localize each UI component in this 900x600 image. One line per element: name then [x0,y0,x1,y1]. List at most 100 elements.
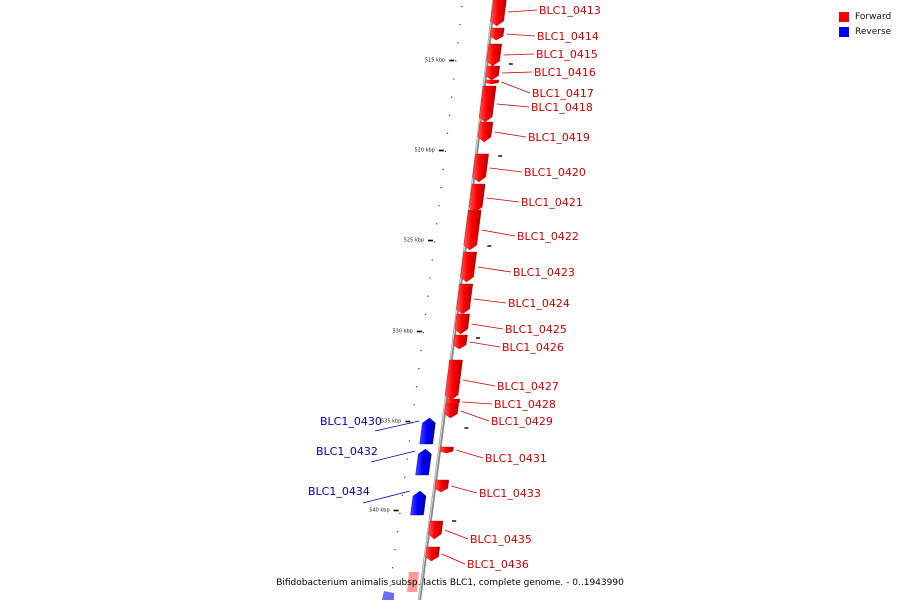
gene-connector [362,490,411,504]
gene-feature-partial [382,591,394,600]
gene-label: BLC1_0431 [485,452,547,465]
gene-feature-blc1-0436 [425,546,441,562]
minor-tick [457,42,459,44]
minor-tick [438,205,440,207]
gene-label: BLC1_0430 [320,415,382,428]
gene-label: BLC1_0420 [524,166,586,179]
minor-tick [427,295,429,297]
gene-feature-blc1-0424 [456,283,474,315]
gene-feature-blc1-0418 [478,85,497,123]
gene-label: BLC1_0427 [497,380,559,393]
gene-feature-blc1-0415 [486,43,503,67]
gene-connector [460,410,490,422]
gene-connector [450,485,478,494]
scale-ticks: 515 kbp 520 kbp 525 kbp 530 kbp 535 kbp 540 k… [369,58,455,514]
legend-forward: Forward [839,9,891,24]
legend-forward-label: Forward [855,11,892,22]
minor-tick [433,241,436,243]
gene-label: BLC1_0415 [536,48,598,61]
gene-connector [489,167,523,173]
gene-connector [496,103,530,108]
scale-tick-label: 530 kbp [392,329,412,335]
scale-tick-label: 520 kbp [414,148,434,154]
gene-connector [503,53,535,56]
gene-label: BLC1_0425 [505,323,567,336]
gene-feature-partial [407,572,419,592]
gene-label: BLC1_0421 [521,196,583,209]
gene-feature-blc1-0413 [490,0,507,27]
gene-label: BLC1_0435 [470,533,532,546]
minor-tick [399,512,401,514]
minor-tick [459,24,461,26]
minor-tick [422,331,424,333]
minor-tick [396,530,399,533]
gene-connector [486,197,520,203]
gene-label: BLC1_0426 [502,341,564,354]
gene-connector [444,529,469,540]
gene-label: BLC1_0417 [532,87,594,100]
gene-feature-blc1-0435 [428,520,444,540]
gene-labels: BLC1_0413 BLC1_0414 BLC1_0415 BLC1_0416 BLC1… [308,4,601,571]
gene-connector [494,131,527,138]
gene-label: BLC1_0416 [534,66,596,79]
gene-label: BLC1_0414 [537,30,599,43]
minor-tick [429,277,431,279]
minor-tick [446,132,449,134]
scale-tick-label: 525 kbp [404,238,424,244]
gene-feature-blc1-0416 [485,65,501,81]
minor-tick [453,78,455,80]
gene-label: BLC1_0422 [517,230,579,243]
gene-connector [441,553,466,565]
gene-connector [462,401,493,405]
gene-label: BLC1_0428 [494,398,556,411]
minor-tick [449,114,451,116]
minor-tick [436,223,438,225]
forward-swatch [839,11,849,22]
gene-connector [471,323,504,330]
minor-ticks [389,6,513,587]
gene-label: BLC1_0418 [531,101,593,114]
gene-connector [473,298,507,304]
minor-tick [389,585,391,587]
gene-features [382,0,507,600]
gene-feature-blc1-0419 [477,121,494,143]
gene-feature-blc1-0421 [468,183,486,213]
gene-feature-blc1-0430 [419,417,436,445]
scale-tick-label: 540 kbp [369,508,389,514]
gene-connector [501,71,533,74]
gene-label: BLC1_0413 [539,4,601,17]
gene-feature-blc1-0426 [452,334,468,350]
gene-feature-blc1-0427 [444,359,463,401]
gene-connector [370,450,416,463]
figure-caption: Bifidobacterium animalis subsp. lactis B… [276,578,624,588]
minor-tick [420,349,422,352]
gene-label: BLC1_0419 [528,131,590,144]
gene-label: BLC1_0432 [316,445,378,458]
gene-feature-blc1-0434 [410,490,427,516]
scale-tick-label: 515 kbp [425,58,445,64]
gene-feature-blc1-0429 [444,403,459,419]
gene-label: BLC1_0434 [308,485,370,498]
gene-feature-blc1-0432 [415,448,432,476]
minor-tick [455,60,457,62]
minor-tick [451,96,453,98]
minor-tick [418,368,420,370]
reverse-swatch [839,26,849,37]
minor-tick [408,440,410,442]
minor-tick [444,150,446,152]
gene-connector [501,81,531,94]
gene-connector [469,341,501,348]
minor-tick [401,494,403,496]
gene-connector [481,229,516,237]
gene-feature-blc1-0425 [454,313,470,335]
minor-tick [404,476,406,478]
gene-feature-blc1-0414 [489,27,505,41]
minor-tick [406,458,408,460]
gene-feature-blc1-0417 [485,79,500,85]
gene-feature-blc1-0420 [472,153,489,183]
minor-tick [392,567,394,569]
gene-label: BLC1_0436 [467,558,529,571]
gene-feature-blc1-0422 [463,209,482,251]
minor-tick [461,6,463,8]
